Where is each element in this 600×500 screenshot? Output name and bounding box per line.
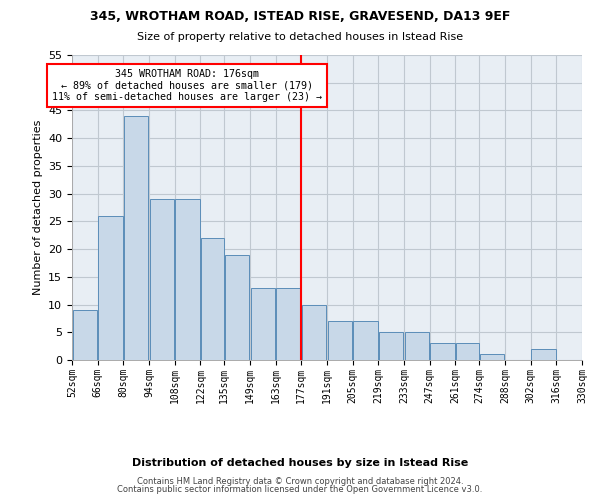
- Bar: [456, 344, 479, 360]
- Y-axis label: Number of detached properties: Number of detached properties: [32, 120, 43, 295]
- Text: Distribution of detached houses by size in Istead Rise: Distribution of detached houses by size …: [132, 458, 468, 468]
- Bar: [302, 304, 326, 360]
- Bar: [124, 116, 148, 360]
- Bar: [404, 332, 429, 360]
- Bar: [73, 310, 97, 360]
- Bar: [583, 354, 600, 360]
- Bar: [149, 199, 174, 360]
- Bar: [531, 349, 556, 360]
- Bar: [353, 321, 378, 360]
- Bar: [328, 321, 352, 360]
- Text: Contains public sector information licensed under the Open Government Licence v3: Contains public sector information licen…: [118, 485, 482, 494]
- Bar: [225, 254, 250, 360]
- Bar: [379, 332, 403, 360]
- Bar: [175, 199, 200, 360]
- Bar: [251, 288, 275, 360]
- Bar: [201, 238, 224, 360]
- Text: 345 WROTHAM ROAD: 176sqm
← 89% of detached houses are smaller (179)
11% of semi-: 345 WROTHAM ROAD: 176sqm ← 89% of detach…: [52, 69, 322, 102]
- Bar: [98, 216, 123, 360]
- Bar: [480, 354, 505, 360]
- Text: Size of property relative to detached houses in Istead Rise: Size of property relative to detached ho…: [137, 32, 463, 42]
- Bar: [430, 344, 455, 360]
- Text: 345, WROTHAM ROAD, ISTEAD RISE, GRAVESEND, DA13 9EF: 345, WROTHAM ROAD, ISTEAD RISE, GRAVESEN…: [90, 10, 510, 23]
- Bar: [276, 288, 301, 360]
- Text: Contains HM Land Registry data © Crown copyright and database right 2024.: Contains HM Land Registry data © Crown c…: [137, 477, 463, 486]
